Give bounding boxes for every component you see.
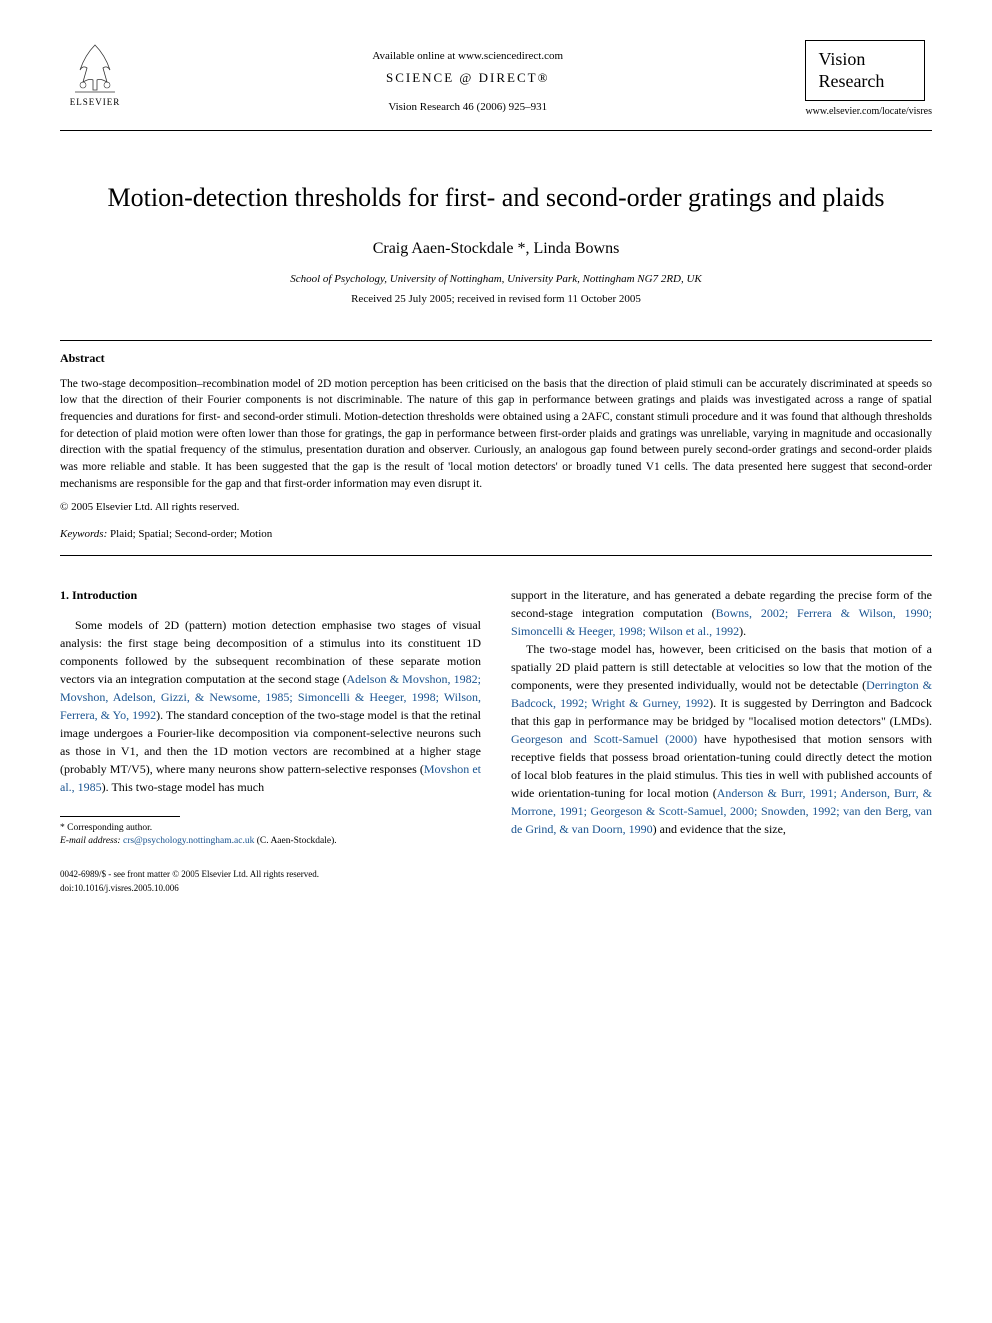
abstract-rule-bottom bbox=[60, 555, 932, 556]
front-matter-line: 0042-6989/$ - see front matter © 2005 El… bbox=[60, 868, 481, 882]
header-rule bbox=[60, 130, 932, 131]
email-address[interactable]: crs@psychology.nottingham.ac.uk bbox=[121, 836, 257, 846]
column-right: support in the literature, and has gener… bbox=[511, 586, 932, 896]
intro-para-1-cont: support in the literature, and has gener… bbox=[511, 586, 932, 640]
affiliation: School of Psychology, University of Nott… bbox=[60, 273, 932, 285]
elsevier-label: ELSEVIER bbox=[70, 97, 121, 107]
c2p2d: ) and evidence that the size, bbox=[653, 822, 786, 836]
footer-info: 0042-6989/$ - see front matter © 2005 El… bbox=[60, 868, 481, 895]
footnote-block: * Corresponding author. E-mail address: … bbox=[60, 822, 481, 849]
header-center: Available online at www.sciencedirect.co… bbox=[130, 40, 805, 113]
keywords-text: Plaid; Spatial; Second-order; Motion bbox=[107, 528, 272, 540]
copyright-line: © 2005 Elsevier Ltd. All rights reserved… bbox=[60, 501, 932, 513]
email-label: E-mail address: bbox=[60, 836, 121, 846]
article-dates: Received 25 July 2005; received in revis… bbox=[60, 293, 932, 305]
abstract-text: The two-stage decomposition–recombinatio… bbox=[60, 376, 932, 493]
header-row: ELSEVIER Available online at www.science… bbox=[60, 40, 932, 120]
elsevier-tree-icon bbox=[65, 40, 125, 95]
keywords: Keywords: Plaid; Spatial; Second-order; … bbox=[60, 528, 932, 540]
body-columns: 1. Introduction Some models of 2D (patte… bbox=[60, 586, 932, 896]
email-name: (C. Aaen-Stockdale). bbox=[257, 836, 337, 846]
corresponding-author: * Corresponding author. bbox=[60, 822, 481, 835]
footnote-separator bbox=[60, 816, 180, 817]
journal-name-2: Research bbox=[818, 71, 912, 93]
email-line: E-mail address: crs@psychology.nottingha… bbox=[60, 835, 481, 848]
c2p1b: ). bbox=[739, 624, 746, 638]
abstract-body: The two-stage decomposition–recombinatio… bbox=[60, 378, 932, 490]
intro-para-1: Some models of 2D (pattern) motion detec… bbox=[60, 616, 481, 796]
available-online-text: Available online at www.sciencedirect.co… bbox=[130, 50, 805, 62]
intro-para-2: The two-stage model has, however, been c… bbox=[511, 640, 932, 838]
doi-line: doi:10.1016/j.visres.2005.10.006 bbox=[60, 882, 481, 896]
column-left: 1. Introduction Some models of 2D (patte… bbox=[60, 586, 481, 896]
p1c: ). This two-stage model has much bbox=[102, 780, 264, 794]
journal-name-1: Vision bbox=[818, 49, 912, 71]
keywords-label: Keywords: bbox=[60, 528, 107, 540]
abstract-heading: Abstract bbox=[60, 351, 932, 366]
abstract-rule-top bbox=[60, 340, 932, 341]
journal-url: www.elsevier.com/locate/visres bbox=[805, 106, 932, 117]
citation-5[interactable]: Georgeson and Scott-Samuel (2000) bbox=[511, 732, 697, 746]
authors: Craig Aaen-Stockdale *, Linda Bowns bbox=[60, 240, 932, 258]
elsevier-logo: ELSEVIER bbox=[60, 40, 130, 120]
science-direct-logo: SCIENCE @ DIRECT® bbox=[130, 70, 805, 86]
journal-reference: Vision Research 46 (2006) 925–931 bbox=[130, 101, 805, 113]
journal-box: Vision Research bbox=[805, 40, 925, 101]
section-1-heading: 1. Introduction bbox=[60, 586, 481, 604]
journal-box-wrap: Vision Research www.elsevier.com/locate/… bbox=[805, 40, 932, 117]
article-title: Motion-detection thresholds for first- a… bbox=[100, 181, 892, 215]
